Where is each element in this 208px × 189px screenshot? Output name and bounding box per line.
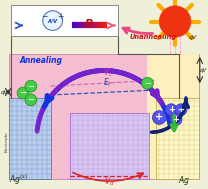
Text: $Ag$: $Ag$	[178, 174, 190, 187]
Text: qV: qV	[1, 90, 8, 94]
Circle shape	[25, 94, 37, 106]
Text: R: R	[85, 19, 94, 29]
Text: $V_c$: $V_c$	[103, 67, 113, 79]
Text: qV: qV	[189, 35, 197, 40]
Text: $V_d$: $V_d$	[104, 176, 114, 188]
Circle shape	[25, 80, 37, 92]
Text: +: +	[177, 105, 184, 114]
Text: Unannealing: Unannealing	[130, 34, 177, 40]
Circle shape	[165, 104, 177, 115]
Circle shape	[152, 111, 166, 124]
Text: Electrode: Electrode	[4, 132, 8, 152]
Text: Annealing: Annealing	[19, 56, 62, 65]
Text: +: +	[155, 112, 163, 122]
Text: A/V: A/V	[48, 18, 58, 23]
Text: +: +	[168, 105, 175, 114]
Bar	[156, 98, 199, 179]
Circle shape	[159, 6, 191, 37]
Bar	[147, 54, 199, 179]
Bar	[71, 113, 149, 179]
Text: +: +	[57, 12, 64, 21]
Bar	[11, 5, 118, 36]
Text: +: +	[173, 115, 180, 124]
Text: $E_f$: $E_f$	[103, 77, 113, 89]
Circle shape	[17, 87, 29, 99]
Text: −: −	[27, 95, 35, 104]
Bar	[9, 54, 199, 179]
Circle shape	[43, 11, 63, 30]
Text: −: −	[144, 79, 151, 88]
Text: $Ag^{(s)}$: $Ag^{(s)}$	[9, 173, 29, 187]
Circle shape	[175, 104, 187, 115]
Circle shape	[141, 77, 153, 89]
Circle shape	[170, 114, 182, 125]
Text: −: −	[27, 82, 35, 91]
Text: −: −	[42, 12, 48, 21]
Text: −: −	[20, 88, 27, 98]
Bar	[9, 98, 51, 179]
Text: qV: qV	[200, 68, 207, 73]
